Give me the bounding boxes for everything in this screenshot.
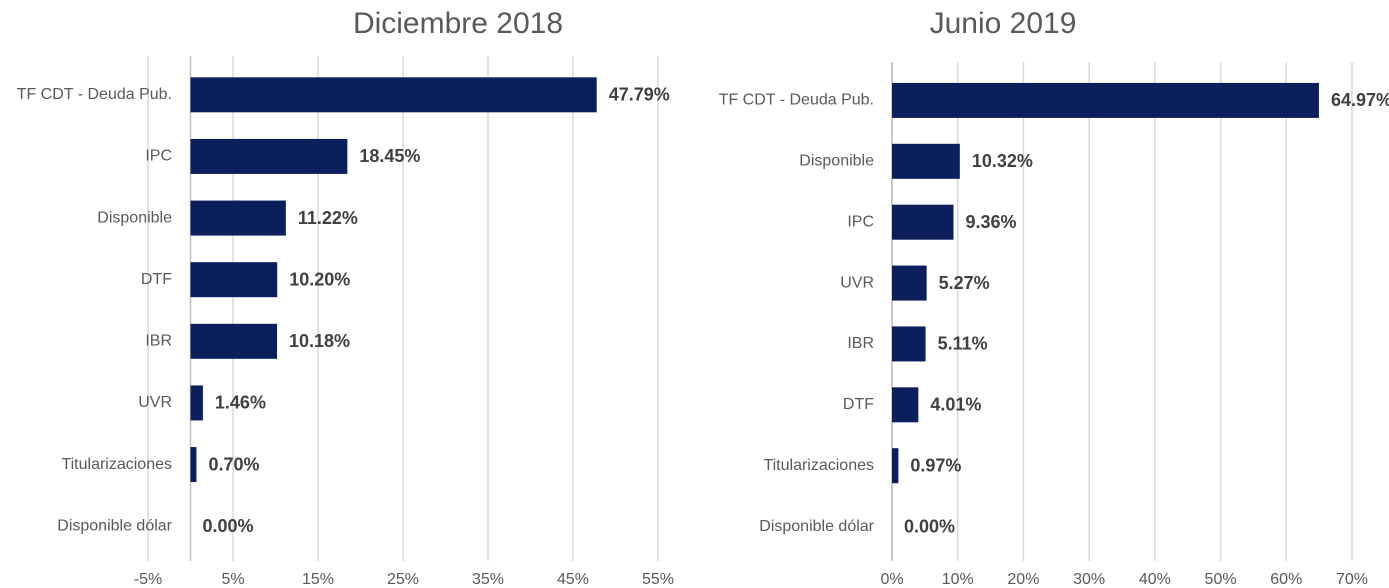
chart-title: Junio 2019: [930, 7, 1077, 40]
x-tick-label: 20%: [1007, 571, 1039, 588]
bar: [892, 82, 1319, 118]
value-label: 9.36%: [966, 212, 1017, 232]
category-label: TF CDT - Deuda Pub.: [17, 86, 172, 103]
value-label: 4.01%: [930, 395, 981, 415]
chart-title: Diciembre 2018: [353, 7, 563, 40]
value-label: 0.00%: [203, 516, 254, 536]
x-tick-label: 70%: [1336, 571, 1368, 588]
value-label: 0.70%: [208, 454, 259, 474]
category-label: IPC: [145, 148, 172, 165]
value-label: 0.00%: [904, 516, 955, 536]
value-label: 64.97%: [1331, 90, 1389, 110]
value-label: 47.79%: [609, 85, 670, 105]
value-label: 5.27%: [939, 273, 990, 293]
x-tick-label: 10%: [942, 571, 974, 588]
value-label: 0.97%: [910, 455, 961, 475]
bar: [190, 77, 597, 113]
bar: [190, 262, 278, 298]
category-label: IBR: [145, 333, 172, 350]
x-tick-label: 50%: [1205, 571, 1237, 588]
bar: [190, 447, 197, 483]
category-label: Disponible: [799, 153, 874, 170]
x-tick-label: 15%: [302, 571, 334, 588]
value-label: 5.11%: [938, 334, 988, 354]
category-label: Disponible: [97, 209, 172, 226]
x-tick-label: 45%: [557, 571, 589, 588]
x-tick-label: 5%: [221, 571, 244, 588]
x-tick-label: 55%: [642, 571, 674, 588]
x-tick-label: 40%: [1139, 571, 1171, 588]
category-label: TF CDT - Deuda Pub.: [719, 92, 874, 109]
bar: [190, 385, 203, 421]
x-tick-label: -5%: [134, 571, 162, 588]
category-label: UVR: [840, 274, 874, 291]
bar: [190, 138, 348, 174]
category-label: Titularizaciones: [61, 456, 172, 473]
value-label: 18.45%: [359, 146, 420, 166]
category-label: DTF: [843, 396, 874, 413]
category-label: DTF: [141, 271, 172, 288]
bar: [190, 323, 278, 359]
x-tick-label: 30%: [1073, 571, 1105, 588]
category-label: IPC: [847, 213, 874, 230]
category-label: IBR: [847, 335, 874, 352]
bar: [892, 265, 927, 301]
bar: [190, 200, 286, 236]
value-label: 10.18%: [289, 331, 350, 351]
value-label: 11.22%: [298, 208, 358, 228]
x-tick-label: 0%: [880, 571, 903, 588]
category-label: Titularizaciones: [763, 457, 874, 474]
x-tick-label: 35%: [472, 571, 504, 588]
value-label: 1.46%: [215, 393, 266, 413]
x-tick-label: 60%: [1270, 571, 1302, 588]
bar: [892, 387, 919, 423]
bar: [892, 143, 960, 179]
x-tick-label: 25%: [387, 571, 419, 588]
category-label: UVR: [138, 394, 172, 411]
category-label: Disponible dólar: [57, 517, 172, 534]
bar: [892, 326, 926, 362]
bar: [892, 204, 954, 240]
bar: [892, 448, 899, 484]
category-label: Disponible dólar: [759, 518, 874, 535]
value-label: 10.32%: [972, 151, 1033, 171]
value-label: 10.20%: [289, 269, 350, 289]
